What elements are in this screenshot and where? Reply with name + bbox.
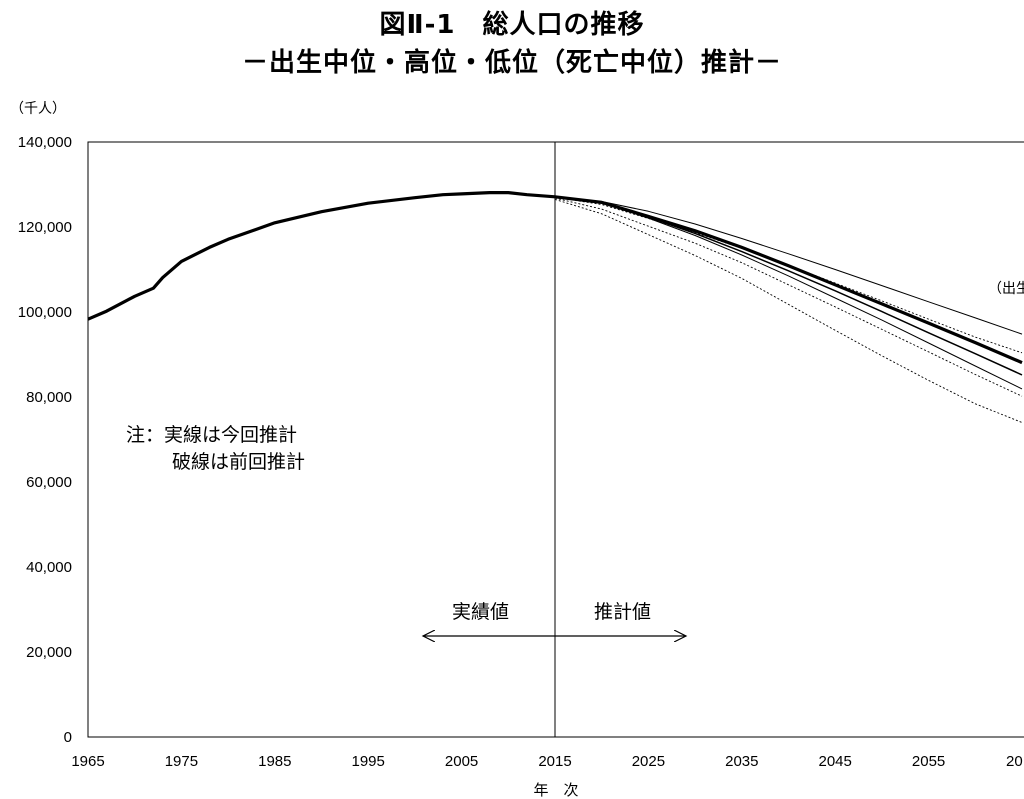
y-tick-label: 0 bbox=[64, 729, 72, 746]
series-line-current-low bbox=[554, 196, 1023, 390]
x-tick-label: 20 bbox=[1006, 753, 1023, 770]
right-edge-label: （出生 bbox=[988, 281, 1024, 297]
x-tick-label: 1965 bbox=[71, 753, 104, 770]
projected-values-label: 推計値 bbox=[594, 601, 651, 623]
y-tick-label: 20,000 bbox=[26, 644, 72, 661]
series-line-current-medium bbox=[554, 195, 1023, 365]
y-tick-label: 100,000 bbox=[18, 304, 72, 321]
note-line-1: 注：実線は今回推計 bbox=[126, 424, 297, 446]
x-tick-label: 2055 bbox=[912, 753, 945, 770]
y-tick-label: 80,000 bbox=[26, 389, 72, 406]
y-tick-label: 40,000 bbox=[26, 559, 72, 576]
y-tick-label: 140,000 bbox=[18, 134, 72, 151]
chart-title: 図Ⅱ-1 総人口の推移 bbox=[379, 10, 645, 40]
x-tick-label: 2035 bbox=[725, 753, 758, 770]
x-tick-label: 1995 bbox=[352, 753, 385, 770]
series-line-current-medium-alt bbox=[554, 196, 1023, 376]
x-tick-label: 2005 bbox=[445, 753, 478, 770]
note-line-2: 破線は前回推計 bbox=[172, 451, 305, 473]
x-axis-title: 年 次 bbox=[533, 781, 578, 799]
x-tick-label: 2025 bbox=[632, 753, 665, 770]
x-tick-label: 2045 bbox=[819, 753, 852, 770]
plot-frame bbox=[87, 141, 1024, 738]
series-line-current-high bbox=[554, 196, 1023, 335]
series-line-actual bbox=[87, 191, 556, 321]
y-axis-unit-label: （千人） bbox=[10, 101, 66, 117]
series-line-previous-medium bbox=[554, 197, 1023, 397]
y-tick-label: 120,000 bbox=[18, 219, 72, 236]
y-tick-label: 60,000 bbox=[26, 474, 72, 491]
x-tick-label: 1975 bbox=[165, 753, 198, 770]
series-line-previous-high bbox=[554, 196, 1023, 354]
series-line-previous-low bbox=[554, 198, 1023, 423]
chart-subtitle: －出生中位・高位・低位（死亡中位）推計－ bbox=[241, 48, 782, 78]
actual-values-label: 実績値 bbox=[452, 601, 509, 623]
x-tick-label: 2015 bbox=[538, 753, 571, 770]
x-tick-label: 1985 bbox=[258, 753, 291, 770]
